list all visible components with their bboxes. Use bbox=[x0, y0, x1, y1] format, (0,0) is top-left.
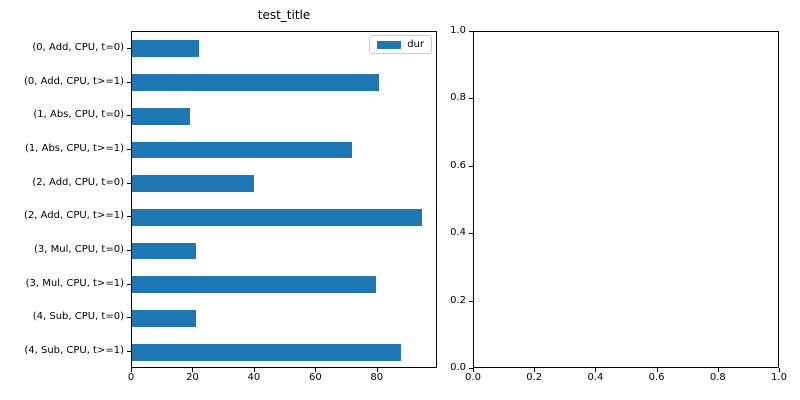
y-tick bbox=[469, 233, 473, 234]
y-tick bbox=[127, 216, 131, 217]
y-tick bbox=[469, 31, 473, 32]
y-tick bbox=[127, 82, 131, 83]
y-tick bbox=[127, 183, 131, 184]
y-tick-label: (0, Add, CPU, t>=1) bbox=[24, 75, 124, 87]
x-tick bbox=[377, 368, 378, 372]
bar bbox=[132, 141, 352, 159]
y-tick-label: (0, Add, CPU, t=0) bbox=[32, 41, 124, 53]
x-tick bbox=[254, 368, 255, 372]
y-tick bbox=[127, 115, 131, 116]
y-tick-label: 0.0 bbox=[450, 362, 466, 373]
x-tick bbox=[192, 368, 193, 372]
y-tick bbox=[127, 149, 131, 150]
x-tick-label: 0 bbox=[127, 372, 135, 383]
x-tick-label: 20 bbox=[186, 372, 199, 383]
bar bbox=[132, 208, 422, 226]
y-tick-label: (2, Add, CPU, t>=1) bbox=[24, 210, 124, 222]
y-tick bbox=[127, 250, 131, 251]
x-tick bbox=[473, 368, 474, 372]
y-tick bbox=[127, 351, 131, 352]
y-tick-label: (2, Add, CPU, t=0) bbox=[32, 176, 124, 188]
bar bbox=[132, 175, 255, 193]
y-tick-label: (1, Abs, CPU, t>=1) bbox=[24, 142, 124, 154]
x-tick-label: 0.0 bbox=[465, 372, 481, 383]
x-tick bbox=[779, 368, 780, 372]
x-tick-label: 1.0 bbox=[771, 372, 787, 383]
bar bbox=[132, 343, 401, 361]
y-tick-label: (1, Abs, CPU, t=0) bbox=[33, 109, 124, 121]
x-tick-label: 0.8 bbox=[709, 372, 726, 383]
y-tick bbox=[127, 48, 131, 49]
y-tick bbox=[469, 368, 473, 369]
y-tick-label: 0.6 bbox=[450, 159, 466, 171]
bar bbox=[132, 40, 200, 58]
bar bbox=[132, 107, 190, 125]
right-plot-area bbox=[473, 31, 779, 368]
left-chart-title: test_title bbox=[257, 8, 311, 22]
y-tick bbox=[469, 166, 473, 167]
y-tick bbox=[469, 98, 473, 99]
x-tick bbox=[595, 368, 596, 372]
y-tick-label: 0.2 bbox=[450, 294, 466, 306]
y-tick-label: 0.8 bbox=[450, 92, 466, 104]
x-tick-label: 80 bbox=[370, 372, 384, 383]
x-tick bbox=[657, 368, 658, 372]
y-tick-label: (4, Sub, CPU, t>=1) bbox=[24, 345, 124, 357]
bar bbox=[132, 74, 380, 91]
bar bbox=[132, 310, 197, 327]
y-tick bbox=[127, 317, 131, 318]
x-tick bbox=[534, 368, 535, 372]
legend-color-swatch bbox=[377, 40, 402, 49]
x-tick-label: 40 bbox=[247, 372, 261, 383]
left-plot-area: dur bbox=[131, 31, 437, 368]
x-tick-label: 0.4 bbox=[587, 372, 604, 383]
x-tick-label: 0.2 bbox=[526, 372, 543, 383]
x-tick bbox=[315, 368, 316, 372]
legend-label: dur bbox=[407, 38, 424, 50]
x-tick-label: 0.6 bbox=[648, 372, 665, 383]
x-tick bbox=[131, 368, 132, 372]
left-bars-container bbox=[132, 32, 436, 367]
y-tick-label: (3, Mul, CPU, t=0) bbox=[34, 244, 124, 256]
y-tick-label: 0.4 bbox=[450, 227, 466, 239]
x-tick-label: 60 bbox=[308, 372, 322, 383]
y-tick-label: (4, Sub, CPU, t=0) bbox=[32, 311, 124, 323]
y-tick-label: 1.0 bbox=[450, 25, 466, 36]
bar bbox=[132, 276, 377, 294]
y-tick-label: (3, Mul, CPU, t>=1) bbox=[25, 277, 124, 289]
y-tick bbox=[469, 301, 473, 302]
y-tick bbox=[127, 284, 131, 285]
legend: dur bbox=[369, 35, 432, 54]
bar bbox=[132, 242, 197, 260]
x-tick bbox=[718, 368, 719, 372]
